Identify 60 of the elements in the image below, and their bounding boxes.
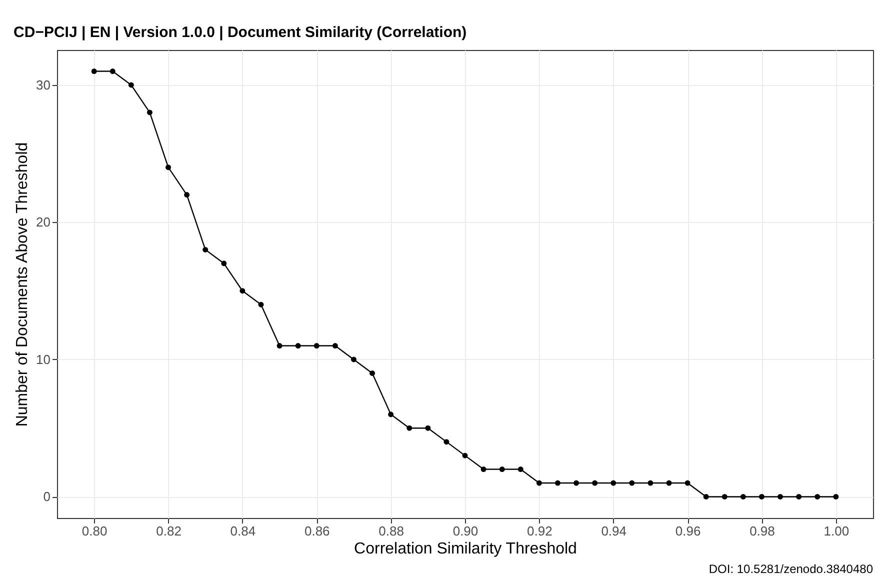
point [202,246,208,252]
point [480,466,486,472]
x-tick-label: 0.80 [82,524,108,538]
point [332,343,338,348]
text: DOI: 10.5281/zenodo.3840480 [708,562,874,576]
point [350,356,356,362]
x-tick-label: 0.88 [378,524,404,538]
point [518,466,524,472]
x-tick-label: 0.92 [527,524,552,538]
point [574,480,580,486]
x-tick-label: 0.82 [156,524,182,538]
point [221,260,227,266]
y-tick-label: 20 [36,214,50,230]
point [314,343,320,348]
point [425,425,431,431]
point [610,480,616,486]
point [814,494,820,500]
x-tick-label: 0.86 [304,524,330,538]
point [629,480,635,486]
point [536,480,542,486]
point [499,466,505,472]
chart-title: CD−PCIJ | EN | Version 1.0.0 | Document Similarity (Correlation) [14,24,467,41]
x-axis-title: Correlation Similarity Threshold [354,540,577,558]
point [684,480,690,486]
point [91,68,97,74]
point [146,110,152,116]
point [128,82,134,88]
point [833,494,839,500]
x-tick-label: 0.84 [230,524,256,538]
point [796,494,802,500]
point [166,164,172,170]
point [276,343,282,348]
point [258,302,264,308]
point [778,494,784,500]
point [240,288,246,294]
x-tick-label: 0.90 [452,524,478,538]
point [184,192,190,198]
point [740,494,746,500]
x-tick-label: 0.94 [601,524,627,538]
point [370,370,376,376]
point [554,480,560,486]
y-axis-title: Number of Documents Above Threshold [14,142,32,427]
point [758,494,764,500]
x-tick-label: 1.00 [824,524,850,538]
point [295,343,301,348]
point [444,439,450,445]
point [648,480,654,486]
point [703,494,709,500]
y-tick-label: 0 [43,489,50,504]
point [666,480,672,486]
point [592,480,598,486]
x-tick-label: 0.96 [675,524,701,538]
point [462,452,468,458]
point [110,68,116,74]
x-tick-label: 0.98 [750,524,775,538]
point [388,412,394,418]
y-tick-label: 30 [36,77,50,92]
point [406,425,412,431]
point [722,494,728,500]
y-tick-label: 10 [36,352,50,367]
